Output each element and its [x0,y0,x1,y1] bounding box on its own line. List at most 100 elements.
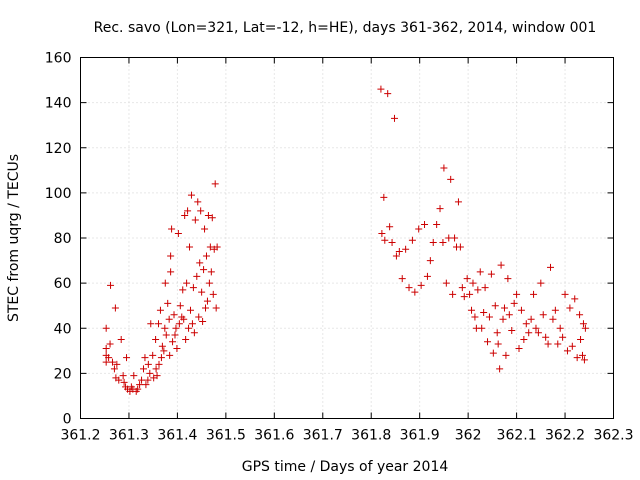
data-point [505,311,513,319]
x-tick-label: 361.5 [206,428,246,444]
data-point [559,333,567,341]
data-point [378,229,386,237]
y-axis-title: STEC from uqrg / TECUs [6,154,22,322]
data-point [134,385,142,393]
data-point [172,324,180,332]
data-point [581,324,589,332]
data-point [170,311,178,319]
data-point [515,345,523,353]
data-point [463,275,471,283]
data-point [411,288,419,296]
data-point [168,225,176,233]
data-point [108,358,116,366]
x-tick-label: 361.7 [303,428,343,444]
data-point [199,317,207,325]
data-point [458,284,466,292]
y-tick-label: 140 [45,96,72,112]
data-point [185,324,193,332]
data-point [181,211,189,219]
data-point [390,114,398,122]
data-point [381,236,389,244]
data-point [175,320,183,328]
data-point [380,193,388,201]
data-point [202,304,210,312]
data-point [485,313,493,321]
data-point [149,351,157,359]
data-point [157,354,165,362]
y-tick-label: 60 [54,276,72,292]
data-point [417,281,425,289]
data-point [193,272,201,280]
data-point [166,351,174,359]
data-point [395,248,403,256]
data-point [142,381,150,389]
data-point [155,320,163,328]
data-point [117,336,125,344]
data-point [497,261,505,269]
data-point [426,257,434,265]
data-point [554,340,562,348]
data-point [139,365,147,373]
data-point [204,211,212,219]
data-point [520,336,528,344]
data-point [429,239,437,247]
data-point [201,225,209,233]
data-point [191,216,199,224]
data-point [196,259,204,267]
data-point [392,252,400,260]
data-point [198,288,206,296]
data-point [466,290,474,298]
data-point [169,338,177,346]
data-point [549,315,557,323]
data-point [171,331,179,339]
data-point [436,205,444,213]
data-point [377,85,385,93]
chart-title: Rec. savo (Lon=321, Lat=-12, h=HE), days… [94,20,597,36]
data-point [447,175,455,183]
data-point [165,315,173,323]
data-point [384,90,392,98]
y-tick-label: 40 [54,321,72,337]
data-point [544,340,552,348]
data-point [155,360,163,368]
data-point [203,297,211,305]
data-point [213,243,221,251]
data-point [110,365,118,373]
data-point [187,191,195,199]
data-point [115,376,123,384]
data-point [188,320,196,328]
data-point [208,214,216,222]
data-point [547,263,555,271]
data-point [481,284,489,292]
data-points [102,85,589,395]
data-point [534,329,542,337]
data-point [174,229,182,237]
x-tick-label: 361.2 [60,428,100,444]
data-point [571,295,579,303]
data-point [195,313,203,321]
data-point [530,290,538,298]
y-tick-label: 20 [54,366,72,382]
data-point [405,284,413,292]
data-point [440,164,448,172]
data-point [158,342,166,350]
data-point [202,252,210,260]
x-tick-label: 362.3 [593,428,633,444]
data-point [107,281,115,289]
data-point [206,243,214,251]
data-point [537,279,545,287]
data-point [513,290,521,298]
data-point [493,329,501,337]
data-point [451,234,459,242]
data-point [478,324,486,332]
data-point [408,236,416,244]
data-point [105,354,113,362]
data-point [522,320,530,328]
data-point [160,347,168,355]
data-point [423,272,431,280]
data-point [176,302,184,310]
data-point [578,351,586,359]
data-point [563,347,571,355]
data-point [468,306,476,314]
